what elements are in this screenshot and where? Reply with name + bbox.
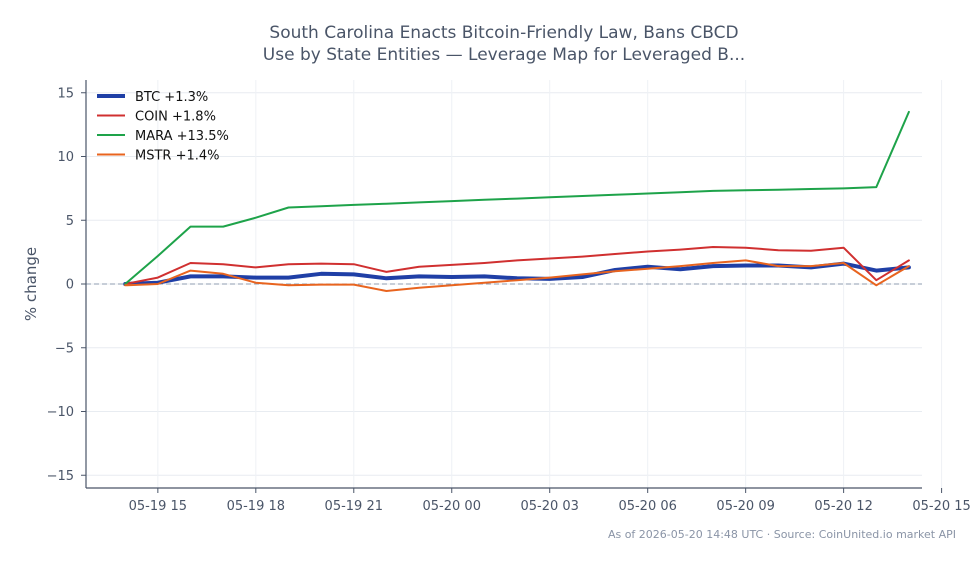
series-line-2 — [124, 246, 910, 285]
legend-label-2: COIN +1.8% — [135, 110, 216, 125]
y-tick-label: 10 — [57, 150, 74, 165]
x-tick-label: 05-20 09 — [716, 499, 774, 514]
y-tick-label: 15 — [57, 86, 74, 101]
footer-source: As of 2026-05-20 14:48 UTC · Source: Coi… — [608, 528, 956, 541]
x-tick-label: 05-19 18 — [227, 499, 285, 514]
legend-label-1: BTC +1.3% — [135, 90, 208, 105]
chart-title-line-1: South Carolina Enacts Bitcoin-Friendly L… — [269, 23, 738, 43]
x-tick-label: 05-20 06 — [618, 499, 676, 514]
plot-area: −15 −10 −5 0 5 10 15 05-19 15 05-19 18 05-19 21 05… — [47, 80, 971, 514]
x-tick-label: 05-20 00 — [423, 499, 481, 514]
y-tick-label: −15 — [47, 469, 74, 484]
chart-title-line-2: Use by State Entities — Leverage Map for… — [263, 45, 745, 65]
y-tick-label: −5 — [55, 341, 74, 356]
y-tick-label: 5 — [66, 214, 74, 229]
x-tick-label: 05-19 21 — [325, 499, 383, 514]
series-line-4 — [124, 259, 910, 292]
y-axis-label: % change — [22, 247, 40, 321]
y-tick-label: −10 — [47, 405, 74, 420]
x-tick-label: 05-20 03 — [520, 499, 578, 514]
y-tick-label: 0 — [66, 278, 74, 293]
legend-label-3: MARA +13.5% — [135, 129, 229, 144]
x-tick-label: 05-20 15 — [912, 499, 970, 514]
x-tick-label: 05-19 15 — [129, 499, 187, 514]
series-line-3 — [124, 110, 910, 285]
legend-label-4: MSTR +1.4% — [135, 149, 220, 164]
x-tick-label: 05-20 12 — [814, 499, 872, 514]
